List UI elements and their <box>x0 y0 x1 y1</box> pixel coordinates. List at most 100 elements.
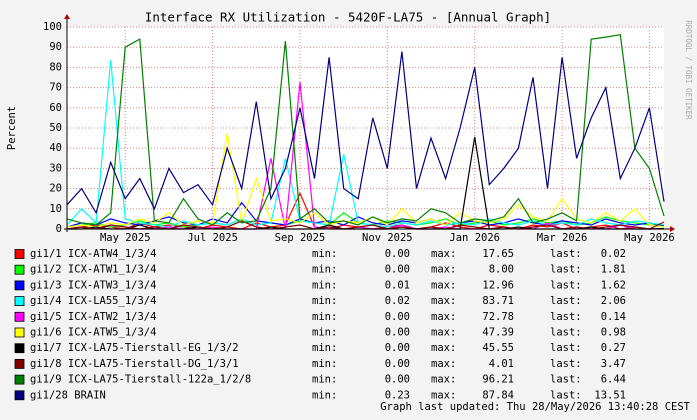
legend-min-label: min: <box>312 327 337 339</box>
legend-last: 0.14 <box>601 311 626 323</box>
legend-last: 0.02 <box>601 248 626 260</box>
legend-max: 4.01 <box>489 358 514 370</box>
y-tick-label: 90 <box>49 41 62 53</box>
legend-label: gi1/28 BRAIN <box>30 389 106 401</box>
y-tick-label: 0 <box>56 223 62 235</box>
legend-max-label: max: <box>431 327 456 339</box>
y-tick-label: 100 <box>43 21 62 33</box>
x-axis-arrow <box>670 226 675 232</box>
legend-min: 0.00 <box>385 358 410 370</box>
series-line <box>66 59 665 228</box>
legend-min: 0.02 <box>385 295 410 307</box>
y-tick-label: 40 <box>49 142 62 154</box>
legend-swatch <box>14 264 25 275</box>
y-axis-label: Percent <box>6 106 18 150</box>
legend-min-label: min: <box>312 248 337 260</box>
legend-max: 17.65 <box>482 248 514 260</box>
watermark: RRDTOOL / TOBI OETIKER <box>684 20 693 120</box>
legend-max: 8.00 <box>489 264 514 276</box>
legend-swatch <box>14 343 25 354</box>
legend-label: gi1/9 ICX-LA75-Tierstall-122a_1/2/8 <box>30 374 251 386</box>
legend-swatch <box>14 327 25 338</box>
y-tick-label: 30 <box>49 162 62 174</box>
legend-last: 1.81 <box>601 264 626 276</box>
legend-min: 0.00 <box>385 264 410 276</box>
legend-max-label: max: <box>431 295 456 307</box>
x-tick-label: May 2025 <box>100 232 151 244</box>
legend-swatch <box>14 280 25 291</box>
legend-swatch <box>14 296 25 307</box>
y-tick-label: 60 <box>49 102 62 114</box>
legend-min: 0.00 <box>385 374 410 386</box>
legend-last: 1.62 <box>601 279 626 291</box>
x-tick-label: Nov 2025 <box>362 232 413 244</box>
legend-min-label: min: <box>312 389 337 401</box>
y-tick-label: 10 <box>49 203 62 215</box>
legend-last: 0.27 <box>601 342 626 354</box>
legend-last-label: last: <box>550 295 582 307</box>
legend-last: 2.06 <box>601 295 626 307</box>
legend-min: 0.00 <box>385 327 410 339</box>
legend-max-label: max: <box>431 248 456 260</box>
footer: Graph last updated: Thu 28/May/2026 13:4… <box>380 401 690 413</box>
y-tick-label: 50 <box>49 122 62 134</box>
legend-max-label: max: <box>431 342 456 354</box>
legend-max: 12.96 <box>482 279 514 291</box>
legend-min: 0.00 <box>385 342 410 354</box>
legend-min-label: min: <box>312 358 337 370</box>
legend-max: 47.39 <box>482 327 514 339</box>
legend-label: gi1/6 ICX-ATW5_1/3/4 <box>30 327 156 339</box>
legend-max-label: max: <box>431 389 456 401</box>
legend-last-label: last: <box>550 311 582 323</box>
legend-last-label: last: <box>550 342 582 354</box>
legend-max: 45.55 <box>482 342 514 354</box>
y-tick-label: 80 <box>49 61 62 73</box>
legend-min-label: min: <box>312 264 337 276</box>
legend-label: gi1/2 ICX-ATW1_1/3/4 <box>30 264 156 276</box>
legend-max: 96.21 <box>482 374 514 386</box>
legend-label: gi1/4 ICX-LA55_1/3/4 <box>30 295 156 307</box>
legend-min: 0.23 <box>385 389 410 401</box>
legend-last: 0.98 <box>601 327 626 339</box>
legend-label: gi1/1 ICX-ATW4_1/3/4 <box>30 248 156 260</box>
legend-swatch <box>14 374 25 385</box>
legend-min: 0.00 <box>385 248 410 260</box>
legend-last: 3.47 <box>601 358 626 370</box>
legend-min: 0.00 <box>385 311 410 323</box>
x-tick-label: Sep 2025 <box>275 232 326 244</box>
legend-swatch <box>14 249 25 259</box>
legend-swatch <box>14 358 25 369</box>
x-tick-label: May 2026 <box>624 232 675 244</box>
legend-swatch <box>14 390 25 401</box>
x-tick-label: Jan 2026 <box>449 232 500 244</box>
legend-max-label: max: <box>431 311 456 323</box>
legend-min-label: min: <box>312 311 337 323</box>
legend-last: 6.44 <box>601 374 626 386</box>
chart-title: Interface RX Utilization - 5420F-LA75 - … <box>145 10 551 25</box>
legend-min-label: min: <box>312 295 337 307</box>
legend-max: 72.78 <box>482 311 514 323</box>
x-tick-label: Mar 2026 <box>537 232 588 244</box>
legend-max-label: max: <box>431 358 456 370</box>
legend-max-label: max: <box>431 264 456 276</box>
y-tick-label: 20 <box>49 183 62 195</box>
legend-last-label: last: <box>550 279 582 291</box>
legend-last-label: last: <box>550 358 582 370</box>
legend-max: 83.71 <box>482 295 514 307</box>
legend-min: 0.01 <box>385 279 410 291</box>
legend-min-label: min: <box>312 279 337 291</box>
series-line <box>66 34 665 226</box>
legend-label: gi1/7 ICX-LA75-Tierstall-EG_1/3/2 <box>30 342 239 354</box>
series-line <box>66 51 665 215</box>
legend-label: gi1/3 ICX-ATW3_1/3/4 <box>30 279 156 291</box>
legend-last-label: last: <box>550 248 582 260</box>
y-axis-arrow <box>64 14 70 19</box>
legend-last-label: last: <box>550 374 582 386</box>
legend-max-label: max: <box>431 279 456 291</box>
legend-last: 13.51 <box>594 389 626 401</box>
legend-last-label: last: <box>550 264 582 276</box>
legend-min-label: min: <box>312 342 337 354</box>
legend-last-label: last: <box>550 327 582 339</box>
legend-label: gi1/8 ICX-LA75-Tierstall-DG_1/3/1 <box>30 358 239 370</box>
